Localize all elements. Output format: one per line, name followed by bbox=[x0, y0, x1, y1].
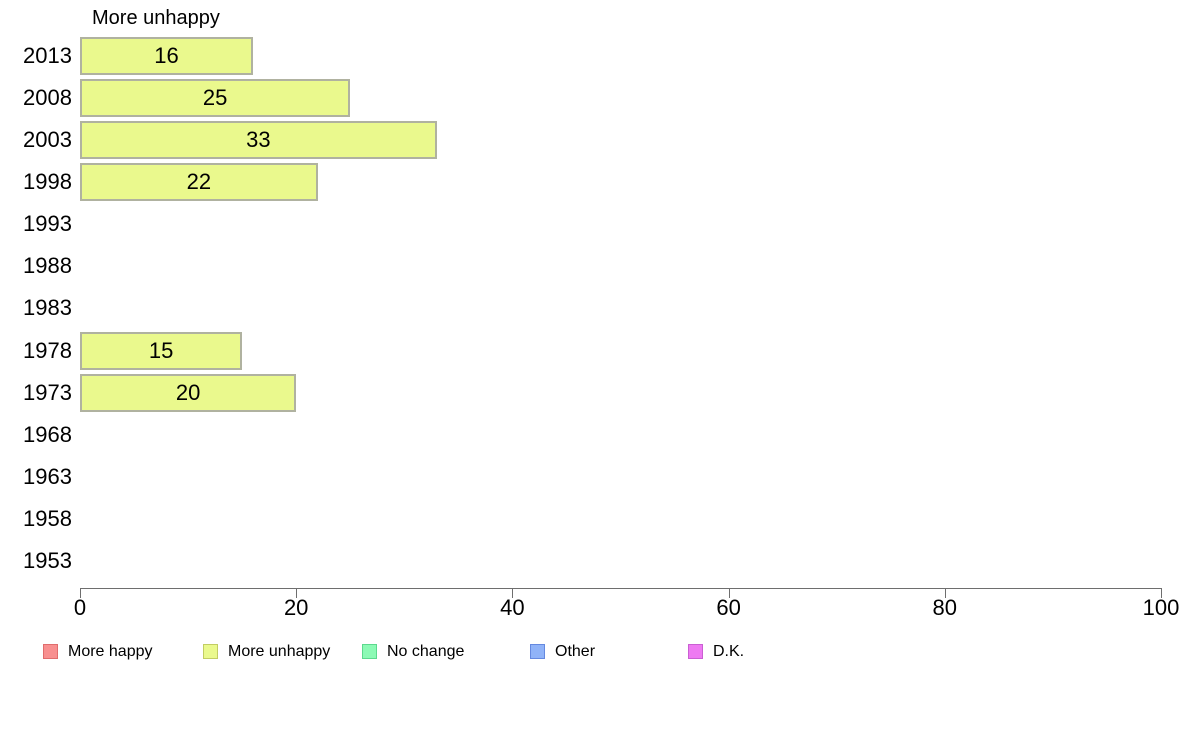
legend-label: D.K. bbox=[713, 643, 745, 660]
axis-tick bbox=[512, 589, 514, 598]
year-label: 1973 bbox=[23, 379, 72, 405]
legend-label: More unhappy bbox=[228, 643, 331, 660]
axis-tick bbox=[80, 589, 81, 598]
year-label: 2013 bbox=[23, 43, 72, 68]
axis-tick bbox=[944, 589, 946, 598]
bar: 25 bbox=[80, 79, 351, 118]
axis-tick bbox=[1161, 589, 1162, 598]
axis-tick-label: 0 bbox=[73, 595, 87, 620]
axis-tick bbox=[296, 589, 298, 598]
bar-value-label: 20 bbox=[175, 379, 201, 405]
bar-value-label: 16 bbox=[154, 43, 179, 68]
legend-label: No change bbox=[387, 643, 465, 660]
bar-value-label: 25 bbox=[202, 85, 228, 111]
legend-swatch-other bbox=[530, 644, 545, 659]
bar: 16 bbox=[80, 37, 253, 75]
year-label: 1953 bbox=[23, 547, 72, 573]
axis-tick-label: 20 bbox=[283, 595, 309, 620]
year-label: 1963 bbox=[23, 463, 72, 489]
axis-tick-label: 80 bbox=[932, 595, 958, 620]
legend-swatch-no-change bbox=[362, 644, 377, 659]
legend-swatch-more-happy bbox=[43, 644, 58, 659]
legend-label: Other bbox=[555, 643, 596, 660]
axis-tick-label: 60 bbox=[716, 595, 741, 620]
year-label: 1968 bbox=[23, 421, 72, 447]
bar: 20 bbox=[80, 373, 297, 412]
legend-swatch-more-unhappy bbox=[203, 644, 218, 659]
year-label: 1988 bbox=[23, 253, 72, 279]
bar-value-label: 22 bbox=[186, 169, 212, 195]
bar: 15 bbox=[80, 331, 243, 370]
year-label: 1993 bbox=[23, 211, 72, 237]
axis-tick-label: 100 bbox=[1142, 595, 1180, 620]
year-label: 1958 bbox=[23, 505, 72, 531]
chart-title: More unhappy bbox=[92, 7, 220, 29]
bar: 33 bbox=[80, 121, 437, 160]
bar-value-label: 15 bbox=[148, 337, 174, 363]
legend-label: More happy bbox=[68, 643, 153, 660]
year-label: 1983 bbox=[23, 295, 72, 321]
year-label: 2003 bbox=[23, 127, 72, 153]
year-label: 1978 bbox=[23, 337, 72, 363]
legend-swatch-d-k- bbox=[688, 644, 703, 659]
year-label: 2008 bbox=[23, 85, 72, 111]
axis-tick bbox=[728, 589, 730, 598]
axis-tick-label: 40 bbox=[500, 595, 525, 620]
bar: 22 bbox=[80, 163, 318, 202]
x-axis-line bbox=[80, 588, 1162, 589]
bar-value-label: 33 bbox=[246, 127, 271, 153]
year-label: 1998 bbox=[23, 169, 72, 195]
